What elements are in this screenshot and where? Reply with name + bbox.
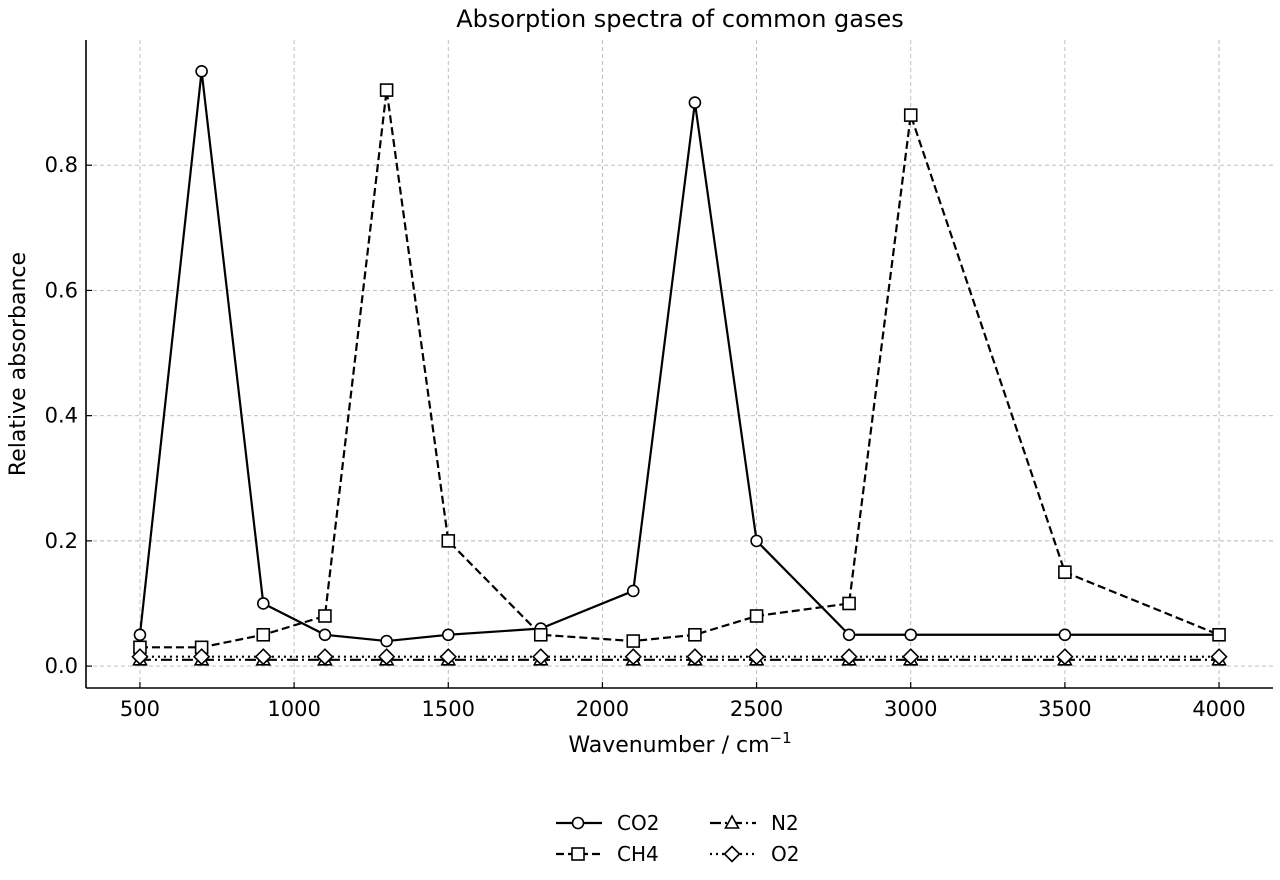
legend-marker-co2 <box>571 816 585 830</box>
x-tick-label: 3500 <box>1038 697 1091 721</box>
data-point-o2 <box>902 648 920 666</box>
series-ch4 <box>133 83 1226 655</box>
data-point-o2 <box>747 648 766 666</box>
data-point-o2 <box>532 648 550 666</box>
data-point-ch4 <box>1058 565 1072 579</box>
series-line-co2 <box>138 70 1220 643</box>
legend-label-n2: N2 <box>771 811 799 835</box>
data-point-co2 <box>904 628 918 642</box>
series-line-ch4 <box>139 88 1220 649</box>
data-point-o2 <box>624 648 642 666</box>
data-point-ch4 <box>1212 627 1226 642</box>
data-point-o2 <box>439 648 457 666</box>
legend-label-o2: O2 <box>771 842 799 866</box>
data-point-o2 <box>686 648 704 666</box>
data-point-o2 <box>192 648 211 666</box>
series-o2 <box>131 648 1228 666</box>
y-tick-label: 0.8 <box>45 153 78 177</box>
data-point-co2 <box>441 628 455 642</box>
y-tick-label: 0.4 <box>45 404 78 428</box>
data-point-co2 <box>626 584 640 598</box>
data-point-co2 <box>195 65 208 78</box>
ticks: 500 1000 1500 2000 2500 3000 3500 4000 0.0 0.2 0.4… <box>45 153 1246 721</box>
data-point-ch4 <box>318 609 332 623</box>
legend-item-co2: CO2 <box>556 811 659 835</box>
data-point-co2 <box>688 96 702 109</box>
data-point-co2 <box>750 534 763 548</box>
data-point-o2 <box>840 648 858 666</box>
data-point-ch4 <box>688 627 702 642</box>
data-point-o2 <box>254 648 272 666</box>
data-point-ch4 <box>533 627 548 642</box>
grid <box>86 40 1273 688</box>
y-tick-label: 0.6 <box>45 278 78 302</box>
legend-marker-o2 <box>723 845 741 863</box>
y-tick-label: 0.2 <box>45 529 78 553</box>
x-tick-label: 500 <box>120 697 160 721</box>
legend-label-ch4: CH4 <box>617 842 659 866</box>
x-axis-title-superscript: −1 <box>770 729 792 747</box>
x-tick-label: 4000 <box>1192 697 1245 721</box>
data-point-ch4 <box>256 627 271 642</box>
data-point-o2 <box>377 648 396 666</box>
axes <box>85 40 1273 689</box>
y-axis-title: Relative absorbance <box>6 252 31 476</box>
x-axis-title: Wavenumber / cm−1 <box>568 729 791 758</box>
data-point-ch4 <box>903 108 918 122</box>
legend-marker-n2 <box>724 814 740 829</box>
data-point-ch4 <box>842 596 856 611</box>
data-point-ch4 <box>379 83 394 97</box>
legend-label-co2: CO2 <box>617 811 659 835</box>
legend-item-ch4: CH4 <box>556 842 659 866</box>
series-co2 <box>133 65 1226 648</box>
x-tick-label: 1500 <box>422 697 475 721</box>
data-point-ch4 <box>749 609 764 623</box>
chart-title: Absorption spectra of common gases <box>456 5 904 33</box>
y-tick-label: 0.0 <box>45 654 78 678</box>
data-point-co2 <box>1058 628 1072 642</box>
series <box>131 65 1228 666</box>
x-tick-label: 2000 <box>576 697 629 721</box>
x-tick-label: 2500 <box>730 697 783 721</box>
legend-item-o2: O2 <box>710 842 799 866</box>
legend: CO2 CH4 N2 O2 <box>556 811 799 866</box>
data-point-co2 <box>842 628 856 642</box>
data-point-ch4 <box>441 534 456 548</box>
x-tick-label: 1000 <box>267 697 320 721</box>
x-axis-title-text: Wavenumber / cm <box>568 733 769 758</box>
data-point-o2 <box>131 648 149 666</box>
data-point-co2 <box>318 628 332 642</box>
data-point-o2 <box>1056 648 1074 666</box>
data-point-co2 <box>380 634 393 648</box>
legend-item-n2: N2 <box>710 811 799 835</box>
data-point-co2 <box>256 597 270 610</box>
x-tick-label: 3000 <box>884 697 937 721</box>
data-point-co2 <box>133 628 147 642</box>
data-point-o2 <box>1210 648 1228 666</box>
data-point-o2 <box>316 648 334 666</box>
legend-marker-ch4 <box>571 847 585 861</box>
data-point-ch4 <box>626 634 641 648</box>
